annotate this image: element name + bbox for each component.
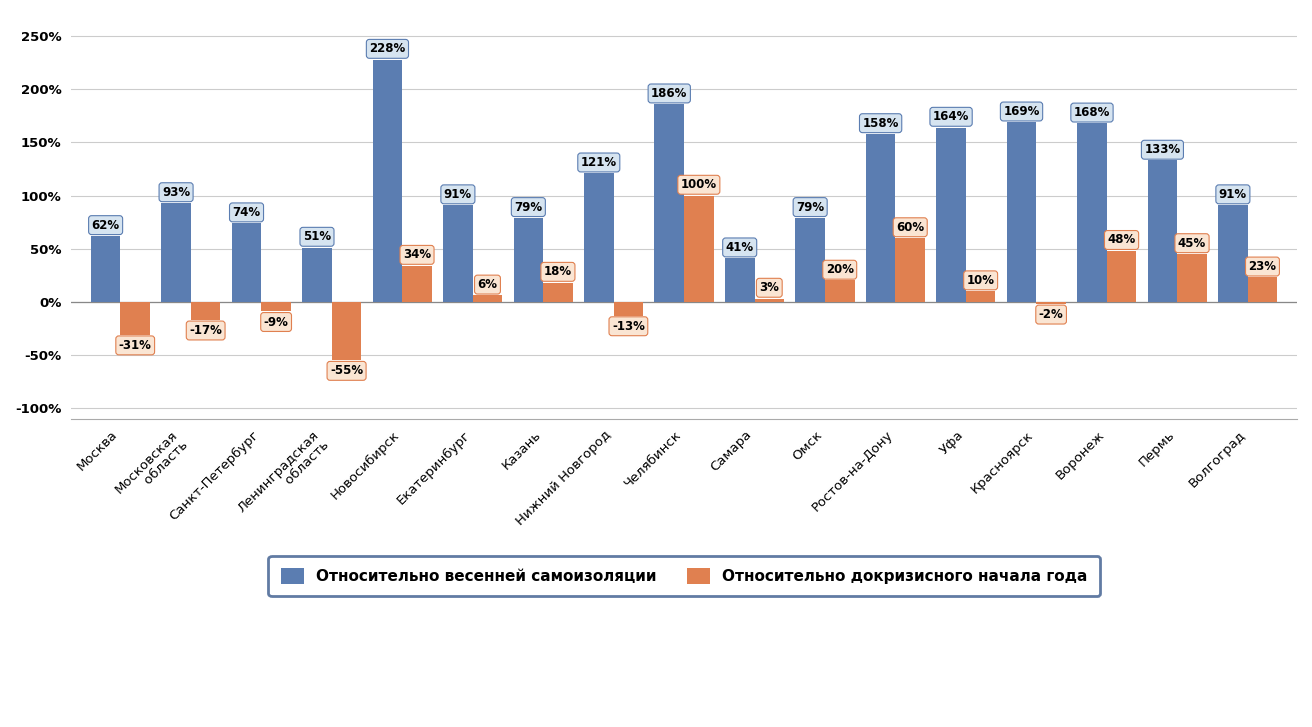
Text: -9%: -9% [264, 316, 289, 329]
Text: 23%: 23% [1249, 260, 1277, 273]
Bar [1177, 254, 1207, 302]
Bar [795, 218, 825, 302]
Bar [1006, 122, 1036, 302]
Bar [443, 205, 472, 302]
Bar [937, 127, 966, 302]
Bar [655, 104, 684, 302]
Text: -13%: -13% [611, 320, 644, 333]
Text: 228%: 228% [369, 42, 405, 55]
Text: 34%: 34% [403, 249, 432, 262]
Text: 186%: 186% [651, 87, 687, 100]
Text: 169%: 169% [1004, 105, 1039, 118]
Bar [1077, 124, 1107, 302]
Bar [121, 302, 150, 334]
Text: 100%: 100% [681, 178, 716, 191]
Text: 79%: 79% [514, 201, 542, 214]
Text: 48%: 48% [1107, 233, 1136, 246]
Bar [261, 302, 291, 311]
Text: 45%: 45% [1178, 237, 1206, 249]
Text: 93%: 93% [161, 185, 190, 198]
Bar [1148, 161, 1177, 302]
Bar [866, 134, 895, 302]
Bar [895, 238, 925, 302]
Bar [543, 283, 573, 302]
Bar [1107, 251, 1136, 302]
Text: 74%: 74% [232, 206, 261, 219]
Bar [373, 60, 403, 302]
Text: -2%: -2% [1039, 308, 1064, 321]
Bar [332, 302, 361, 360]
Text: 6%: 6% [478, 278, 497, 291]
Text: 121%: 121% [581, 156, 617, 169]
Bar [161, 203, 190, 302]
Bar [302, 248, 332, 302]
Text: 60%: 60% [896, 221, 924, 234]
Text: 79%: 79% [796, 201, 824, 214]
Bar [403, 265, 432, 302]
Text: -31%: -31% [119, 339, 152, 352]
Text: 18%: 18% [544, 265, 572, 278]
Bar [726, 258, 754, 302]
Text: -17%: -17% [189, 324, 222, 337]
Text: 168%: 168% [1073, 106, 1110, 119]
Text: 62%: 62% [92, 219, 119, 232]
Text: 158%: 158% [862, 116, 899, 129]
Bar [190, 302, 220, 320]
Bar [614, 302, 643, 316]
Text: 10%: 10% [967, 274, 994, 287]
Text: 51%: 51% [303, 230, 331, 244]
Text: 20%: 20% [825, 263, 854, 276]
Text: 91%: 91% [1219, 188, 1246, 201]
Bar [472, 295, 502, 302]
Text: 164%: 164% [933, 111, 970, 124]
Bar [513, 218, 543, 302]
Bar [754, 299, 785, 302]
Bar [1248, 277, 1278, 302]
Bar [1218, 205, 1248, 302]
Text: -55%: -55% [331, 364, 363, 377]
Bar [966, 291, 996, 302]
Bar [232, 223, 261, 302]
Bar [584, 173, 614, 302]
Bar [1036, 302, 1065, 304]
Bar [91, 236, 121, 302]
Text: 41%: 41% [726, 241, 754, 254]
Text: 91%: 91% [443, 188, 472, 201]
Legend: Относительно весенней самоизоляции, Относительно докризисного начала года: Относительно весенней самоизоляции, Отно… [269, 556, 1099, 596]
Bar [684, 196, 714, 302]
Bar [825, 281, 854, 302]
Text: 3%: 3% [760, 281, 779, 294]
Text: 133%: 133% [1144, 143, 1181, 156]
